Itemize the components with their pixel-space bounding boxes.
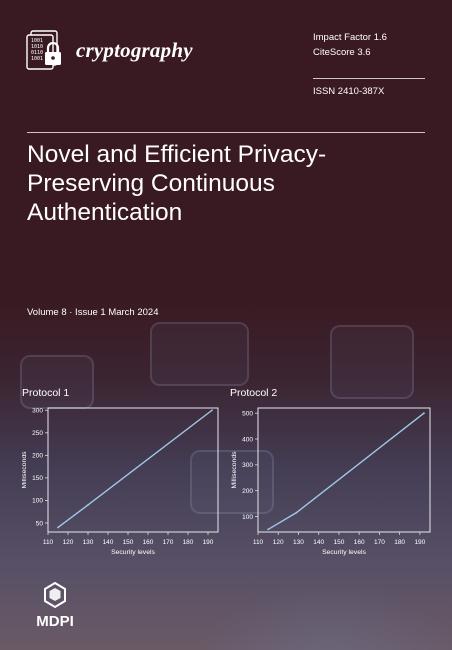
svg-text:1001: 1001 xyxy=(31,38,43,44)
data-point xyxy=(87,504,89,506)
x-tick-label: 180 xyxy=(183,539,194,546)
publisher-name: MDPI xyxy=(36,613,74,630)
x-tick-label: 140 xyxy=(313,539,324,546)
x-tick-label: 190 xyxy=(414,539,425,546)
y-tick-label: 300 xyxy=(32,408,43,415)
background-screen-shape xyxy=(150,322,249,386)
data-point xyxy=(267,528,270,531)
volume-issue: Volume 8 · Issue 1 March 2024 xyxy=(27,307,159,318)
y-tick-label: 250 xyxy=(32,430,43,437)
y-tick-label: 100 xyxy=(32,498,43,505)
chart-title: Protocol 1 xyxy=(22,387,70,399)
x-axis-label: Security levels xyxy=(111,549,155,556)
x-axis-label: Security levels xyxy=(322,549,366,556)
cryptography-logo-icon: 1001 1010 0110 1001 xyxy=(24,30,66,72)
x-tick-label: 190 xyxy=(203,539,214,546)
x-tick-label: 120 xyxy=(273,539,284,546)
divider xyxy=(27,132,425,133)
background-screen-shape xyxy=(20,355,94,409)
x-tick-label: 160 xyxy=(354,539,365,546)
y-tick-label: 400 xyxy=(242,436,253,443)
protocol-2-chart: 110 120 130 140 150 160 170 180 190 100 200 300 400 5… xyxy=(231,407,431,556)
data-point xyxy=(423,412,425,415)
x-tick-label: 130 xyxy=(83,539,94,546)
x-tick-label: 110 xyxy=(253,539,264,546)
chart-title: Protocol 2 xyxy=(230,387,278,399)
x-tick-label: 130 xyxy=(293,539,304,546)
svg-text:1010: 1010 xyxy=(31,44,43,50)
x-tick-label: 170 xyxy=(374,539,385,546)
y-tick-label: 100 xyxy=(242,514,253,521)
impact-factor: Impact Factor 1.6 xyxy=(313,32,387,43)
x-tick-label: 120 xyxy=(63,539,74,546)
background-screen-shape xyxy=(190,450,274,514)
plot-frame xyxy=(47,407,219,533)
mdpi-logo: MDPI xyxy=(24,581,86,632)
svg-text:1001: 1001 xyxy=(31,56,43,62)
y-axis-label: Milliseconds xyxy=(231,451,238,489)
y-tick-label: 150 xyxy=(32,475,43,482)
x-tick-label: 170 xyxy=(163,539,174,546)
journal-name: cryptography xyxy=(76,38,193,62)
background-image xyxy=(0,300,452,650)
svg-text:0110: 0110 xyxy=(31,50,43,56)
y-tick-label: 50 xyxy=(36,520,44,527)
x-tick-label: 110 xyxy=(43,539,54,546)
x-tick-label: 180 xyxy=(394,539,405,546)
data-point xyxy=(211,409,213,412)
protocol-1-chart: 110 120 130 140 150 160 170 180 190 50 100 150 200 25… xyxy=(22,407,219,556)
plot-frame xyxy=(257,407,431,533)
x-tick-label: 140 xyxy=(103,539,114,546)
data-point xyxy=(295,511,298,514)
divider xyxy=(313,78,425,79)
x-tick-label: 150 xyxy=(334,539,345,546)
article-title: Novel and Efficient Privacy-Preserving C… xyxy=(27,141,327,226)
y-axis-label: Milliseconds xyxy=(22,451,28,489)
journal-metrics: Impact Factor 1.6 CiteScore 3.6 xyxy=(313,30,387,60)
x-tick-label: 150 xyxy=(123,539,134,546)
citescore: CiteScore 3.6 xyxy=(313,47,371,58)
background-screen-shape xyxy=(330,325,414,399)
data-point xyxy=(57,526,59,529)
x-tick-label: 160 xyxy=(143,539,154,546)
y-tick-label: 500 xyxy=(242,410,253,417)
y-tick-label: 200 xyxy=(32,453,43,460)
issn: ISSN 2410-387X xyxy=(313,86,385,97)
y-tick-label: 300 xyxy=(242,462,253,469)
y-tick-label: 200 xyxy=(242,488,253,495)
